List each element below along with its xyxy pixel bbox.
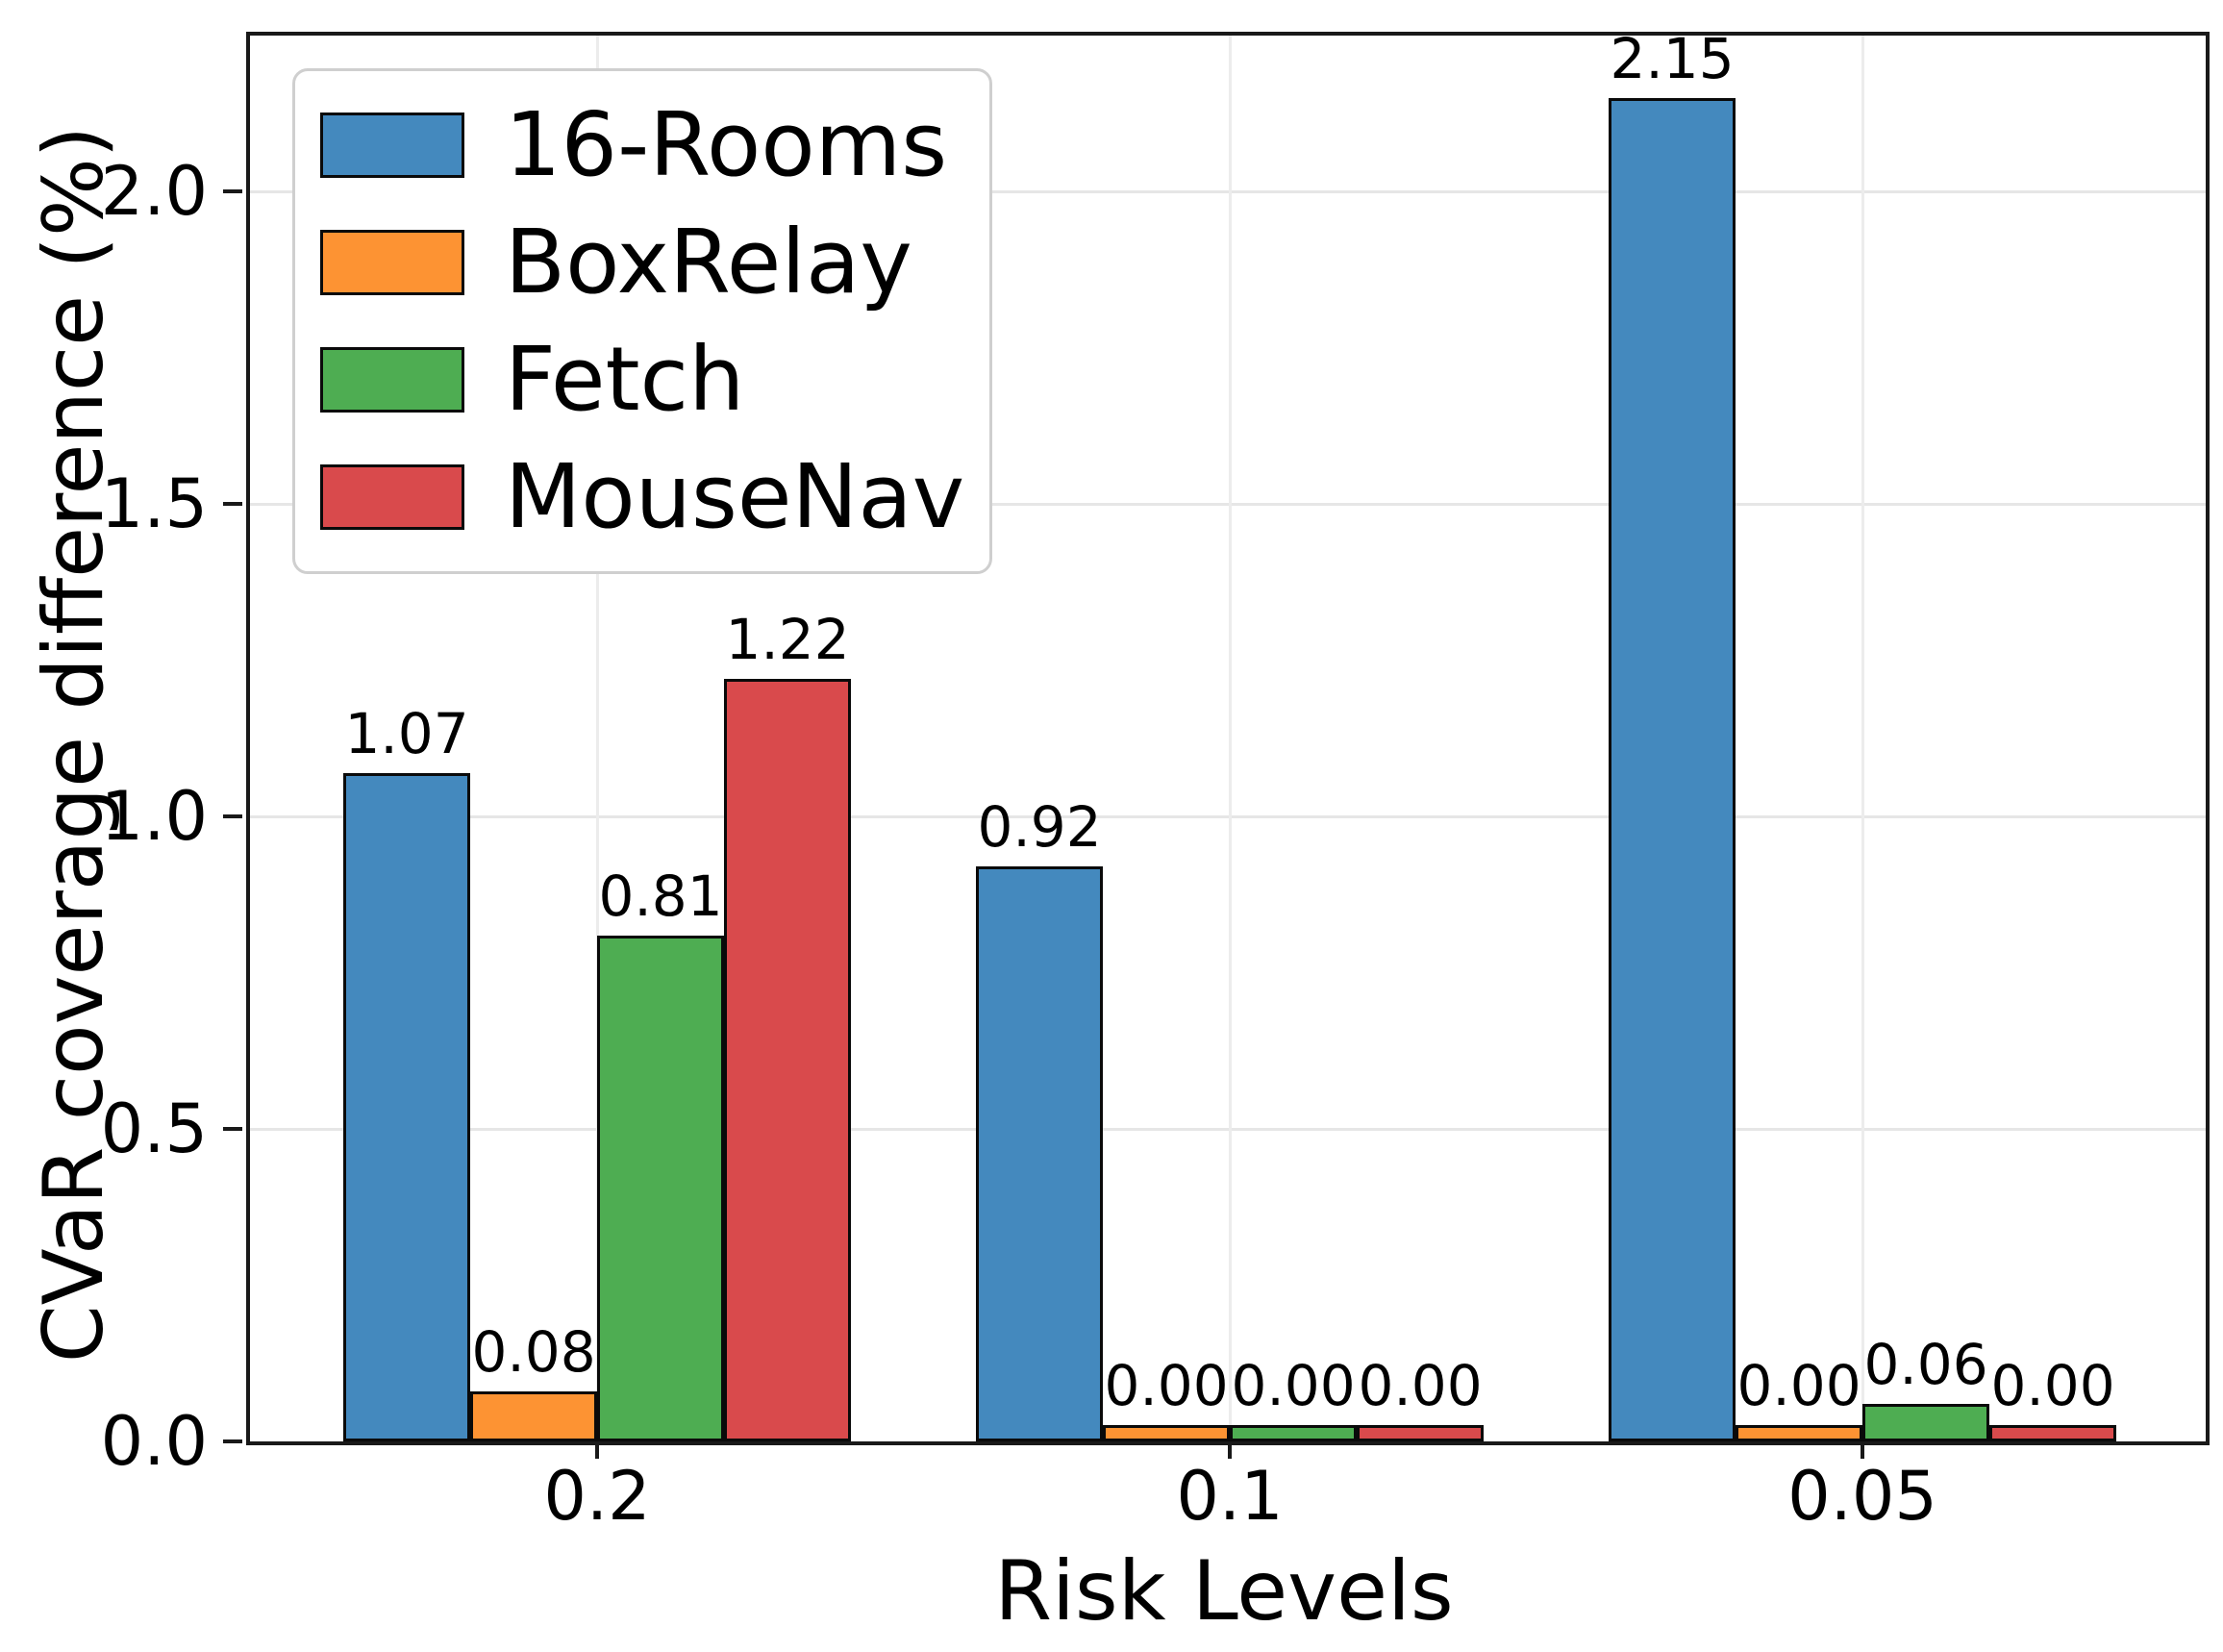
bar-16-Rooms-0.2 — [343, 772, 471, 1441]
bar-value-label: 1.07 — [344, 700, 469, 766]
legend-item-16-Rooms: 16-Rooms — [320, 87, 964, 204]
grid-line-vertical — [1228, 36, 1232, 1441]
grid-line-horizontal — [250, 502, 2206, 506]
legend-label: 16-Rooms — [505, 93, 948, 196]
bar-value-label: 1.22 — [725, 607, 850, 673]
bar-value-label: 0.08 — [471, 1319, 596, 1386]
bar-value-label: 0.00 — [1104, 1353, 1229, 1419]
legend-swatch — [320, 347, 464, 413]
grid-line-horizontal — [250, 189, 2206, 193]
bar-value-label: 0.00 — [1231, 1353, 1356, 1419]
bar-MouseNav-0.2 — [724, 679, 852, 1441]
x-tick-mark — [595, 1441, 600, 1459]
grid-line-horizontal — [250, 814, 2206, 818]
plot-area: 1.07 0.08 0.81 1.22 0.92 0.00 0.00 0.00 2.15 0.00… — [246, 25, 2210, 1445]
bar-value-label: 0.06 — [1863, 1332, 1988, 1398]
legend-label: Fetch — [505, 328, 745, 431]
y-tick-label: 0.5 — [100, 1089, 208, 1169]
y-tick-label: 1.5 — [100, 464, 208, 544]
bar-Fetch-0.2 — [597, 935, 725, 1441]
bar-BoxRelay-0.1 — [1103, 1425, 1231, 1441]
bar-16-Rooms-0.05 — [1609, 97, 1736, 1441]
bar-MouseNav-0.05 — [1989, 1425, 2117, 1441]
bar-Fetch-0.1 — [1230, 1425, 1358, 1441]
bar-BoxRelay-0.2 — [470, 1391, 598, 1441]
legend-box: 16-Rooms BoxRelay Fetch MouseNav — [292, 68, 993, 574]
legend-label: BoxRelay — [505, 211, 912, 313]
bar-MouseNav-0.1 — [1357, 1425, 1485, 1441]
bar-value-label: 2.15 — [1610, 25, 1735, 91]
bar-BoxRelay-0.05 — [1736, 1425, 1863, 1441]
x-tick-label: 0.05 — [1787, 1457, 1937, 1536]
legend-item-MouseNav: MouseNav — [320, 438, 964, 556]
y-tick-mark — [223, 189, 242, 194]
x-tick-mark — [1228, 1441, 1233, 1459]
y-tick-mark — [223, 1439, 242, 1443]
legend-item-BoxRelay: BoxRelay — [320, 204, 964, 321]
y-tick-mark — [223, 502, 242, 507]
grid-line-vertical — [595, 36, 599, 1441]
bar-16-Rooms-0.1 — [976, 866, 1104, 1441]
y-tick-mark — [223, 1127, 242, 1132]
x-axis-title: Risk Levels — [994, 1543, 1454, 1639]
legend-swatch — [320, 113, 464, 178]
grid-line-vertical — [1861, 36, 1864, 1441]
x-tick-label: 0.1 — [1176, 1457, 1284, 1536]
legend-swatch — [320, 464, 464, 530]
bar-value-label: 0.00 — [1990, 1353, 2115, 1419]
y-axis-title: CVaR coverage difference (%) — [26, 125, 122, 1364]
y-tick-label: 1.0 — [100, 777, 208, 857]
legend-label: MouseNav — [505, 445, 965, 548]
bar-Fetch-0.05 — [1862, 1404, 1990, 1441]
y-tick-label: 2.0 — [100, 152, 208, 232]
x-tick-label: 0.2 — [543, 1457, 651, 1536]
x-tick-mark — [1861, 1441, 1865, 1459]
legend-swatch — [320, 230, 464, 295]
bar-value-label: 0.81 — [598, 863, 723, 929]
bar-value-label: 0.92 — [977, 794, 1102, 861]
y-tick-mark — [223, 814, 242, 819]
bar-value-label: 0.00 — [1736, 1353, 1861, 1419]
y-tick-label: 0.0 — [100, 1402, 208, 1481]
bar-value-label: 0.00 — [1358, 1353, 1483, 1419]
legend-item-Fetch: Fetch — [320, 321, 964, 438]
grid-line-horizontal — [250, 1127, 2206, 1131]
